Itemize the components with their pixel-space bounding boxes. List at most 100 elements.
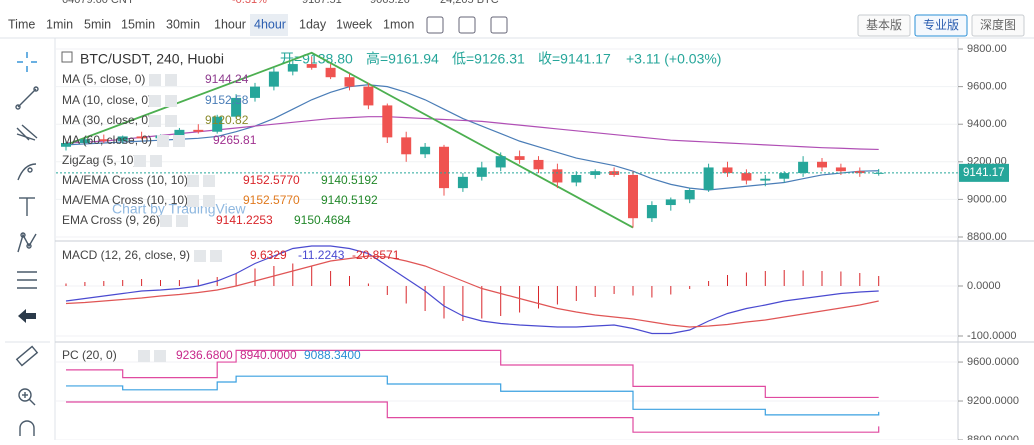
indicator-settings[interactable] xyxy=(149,115,161,127)
candle-body xyxy=(495,156,506,168)
candle-body xyxy=(514,156,525,160)
pc-band-line xyxy=(66,375,880,416)
version-button[interactable]: 基本版 xyxy=(866,18,902,32)
candle-body xyxy=(212,116,223,132)
crosshair-tool[interactable] xyxy=(17,52,37,72)
low-label: 低=9126.31 xyxy=(452,51,525,67)
indicator-name: MA (5, close, 0) xyxy=(62,72,145,86)
version-button[interactable]: 专业版 xyxy=(923,17,959,32)
indicator-value: 9152.58 xyxy=(205,93,249,107)
candle-body xyxy=(61,143,71,147)
indicator-settings[interactable] xyxy=(138,350,150,362)
candle-body xyxy=(760,178,771,181)
indicator-remove[interactable] xyxy=(165,95,177,107)
candle-body xyxy=(628,174,638,219)
interval-button[interactable]: 1day xyxy=(299,17,327,31)
indicator-name: MA/EMA Cross (10, 10) xyxy=(62,193,188,207)
pattern-tool[interactable] xyxy=(17,232,37,253)
version-button[interactable]: 深度图 xyxy=(980,17,1016,32)
fib-tool[interactable] xyxy=(16,124,38,141)
candle-body xyxy=(779,173,790,179)
indicator-name: ZigZag (5, 10) xyxy=(62,153,137,167)
indicator-remove[interactable] xyxy=(165,74,177,86)
interval-button[interactable]: 5min xyxy=(84,17,111,31)
candle-body xyxy=(476,167,487,177)
interval-button[interactable]: 1week xyxy=(336,17,373,31)
chart-type-button[interactable] xyxy=(426,16,444,34)
measure-tool[interactable] xyxy=(15,345,39,367)
candle-body xyxy=(79,139,90,144)
candle-body xyxy=(268,71,279,87)
brush-tool[interactable] xyxy=(17,163,37,181)
axis-tick-label: 9600.00 xyxy=(967,81,1007,93)
last-price-badge xyxy=(959,163,1009,182)
indicator-value: 9120.82 xyxy=(205,113,249,127)
indicator-remove[interactable] xyxy=(176,215,188,227)
indicator-settings[interactable] xyxy=(187,175,199,187)
indicator-settings[interactable] xyxy=(149,95,161,107)
interval-button[interactable]: 15min xyxy=(121,17,155,31)
prediction-tool[interactable] xyxy=(17,271,37,289)
pc-band-line xyxy=(66,401,880,433)
candle-body xyxy=(533,159,544,170)
indicator-value: 9141.2253 xyxy=(216,213,273,227)
indicator-name: MA (10, close, 0) xyxy=(62,93,152,107)
back-tool[interactable] xyxy=(18,309,36,323)
axis-tick-label: 9600.0000 xyxy=(967,356,1019,368)
axis-tick-label: -100.0000 xyxy=(967,330,1017,342)
interval-button[interactable]: 30min xyxy=(166,17,200,31)
collapse-box[interactable] xyxy=(61,51,73,63)
candle-body xyxy=(401,137,412,155)
macd-line xyxy=(65,255,879,328)
axis-tick-label: 9800.00 xyxy=(967,43,1007,55)
fullscreen-button[interactable] xyxy=(490,16,508,34)
indicator-settings[interactable] xyxy=(160,215,172,227)
candle-body xyxy=(174,129,185,136)
indicator-name: MA/EMA Cross (10, 10) xyxy=(62,173,188,187)
interval-button[interactable]: Time xyxy=(8,17,35,31)
candle-body xyxy=(325,67,336,78)
indicator-value: 9152.5770 xyxy=(243,173,300,187)
interval-button[interactable]: 1min xyxy=(46,17,73,31)
magnet-tool[interactable] xyxy=(19,420,35,436)
indicator-settings[interactable] xyxy=(187,195,199,207)
settings-button[interactable] xyxy=(458,16,476,34)
indicator-remove[interactable] xyxy=(210,250,222,262)
candle-body xyxy=(231,97,242,117)
version-button-bg xyxy=(857,14,911,37)
ticker-value: 9065.26 xyxy=(370,0,410,6)
indicator-remove[interactable] xyxy=(165,115,177,127)
high-label: 高=9161.94 xyxy=(366,51,439,67)
interval-button[interactable]: 1mon xyxy=(383,17,414,31)
ticker-value: 24,205 BTC xyxy=(440,0,499,6)
indicator-remove[interactable] xyxy=(173,135,185,147)
indicator-remove[interactable] xyxy=(203,175,215,187)
open-label: 开=9138.80 xyxy=(280,51,353,67)
trend-line-tool[interactable] xyxy=(15,86,39,110)
indicator-remove[interactable] xyxy=(203,195,215,207)
interval-button[interactable]: 4hour xyxy=(254,17,286,31)
indicator-remove[interactable] xyxy=(154,350,166,362)
indicator-value: 9.6329 xyxy=(250,248,287,262)
indicator-settings[interactable] xyxy=(149,74,161,86)
candle-body xyxy=(250,86,260,98)
candle-body xyxy=(382,105,393,138)
candle-body xyxy=(684,190,695,200)
zoom-tool[interactable] xyxy=(18,388,36,406)
axis-tick-label: 9200.0000 xyxy=(967,395,1019,407)
indicator-settings[interactable] xyxy=(134,155,146,167)
interval-button[interactable]: 1hour xyxy=(214,17,246,31)
indicator-settings[interactable] xyxy=(157,135,169,147)
indicator-value: -20.8571 xyxy=(352,248,400,262)
indicator-settings[interactable] xyxy=(194,250,206,262)
indicator-remove[interactable] xyxy=(150,155,162,167)
candle-body xyxy=(703,167,714,190)
indicator-name: PC (20, 0) xyxy=(62,348,117,362)
text-tool[interactable] xyxy=(19,197,35,216)
candle-body xyxy=(854,171,865,174)
indicator-value: 9152.5770 xyxy=(243,193,300,207)
indicator-name: EMA Cross (9, 26) xyxy=(62,213,160,227)
version-button-bg xyxy=(914,14,968,37)
axis-tick-label: 0.0000 xyxy=(967,280,1001,292)
